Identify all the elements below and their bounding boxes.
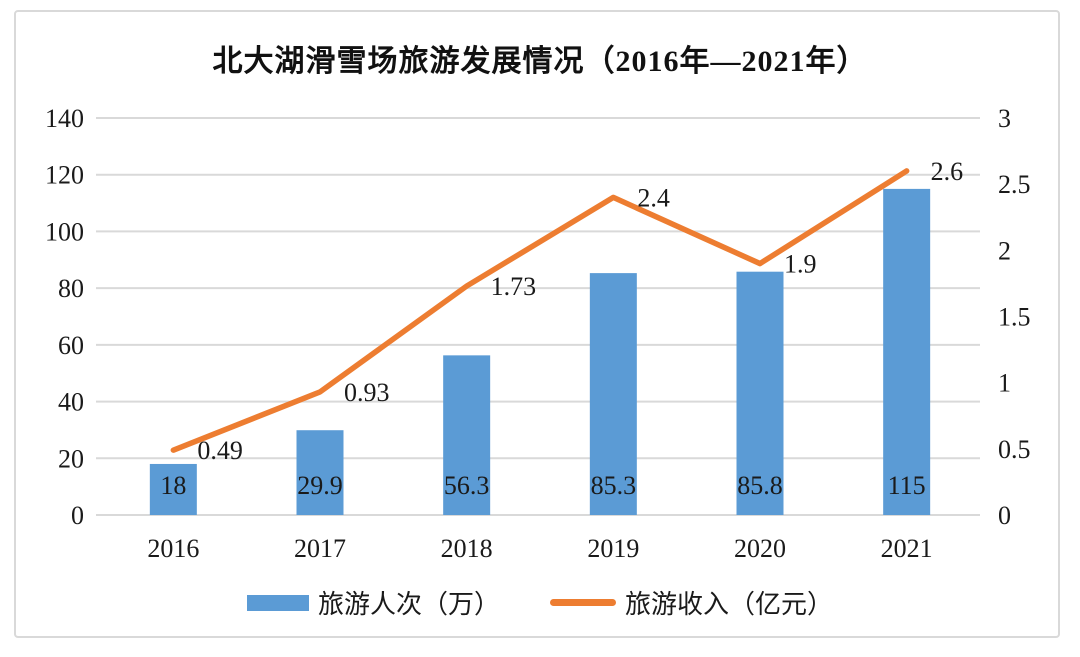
bar-value-label: 85.3 [591,471,637,500]
right-axis-tick: 1 [998,369,1011,398]
right-axis-tick: 2.5 [998,170,1031,199]
revenue-line[interactable] [170,168,910,453]
left-axis-tick: 40 [58,388,84,417]
bar-2017[interactable] [296,430,344,515]
bar-value-label: 29.9 [297,471,343,500]
legend-item-revenue[interactable]: 旅游收入（亿元） [550,584,833,621]
right-axis-tick: 3 [998,104,1011,133]
line-value-label: 0.49 [197,436,243,465]
left-axis-tick: 140 [45,104,84,133]
right-axis-tick: 0.5 [998,435,1031,464]
bar-series-swatch-icon [246,594,309,611]
bar-value-label: 85.8 [737,471,783,500]
x-axis-label: 2018 [441,534,493,563]
line-series-swatch-icon [550,599,616,606]
line-value-label: 2.4 [637,183,670,212]
x-axis-label: 2016 [147,534,199,563]
bar-value-label: 18 [160,471,186,500]
x-axis-label: 2020 [734,534,786,563]
bar-value-label: 56.3 [444,471,490,500]
bar-2016[interactable] [149,463,197,515]
bar-2020[interactable] [736,271,784,515]
bar-2019[interactable] [589,273,637,515]
left-axis-tick: 20 [58,444,84,473]
line-value-label: 2.6 [931,157,964,186]
legend-label-visitors: 旅游人次（万） [317,590,500,619]
bar-value-label: 115 [888,471,926,500]
right-axis-tick: 1.5 [998,303,1031,332]
x-axis-label: 2019 [587,534,639,563]
line-value-label: 1.73 [491,272,536,301]
line-value-label: 1.9 [784,250,817,279]
x-axis-label: 2017 [294,534,346,563]
left-axis-tick: 100 [45,217,84,246]
x-axis-label: 2021 [881,534,933,563]
chart-title: 北大湖滑雪场旅游发展情况（2016年—2021年） [212,45,868,78]
bar-2021[interactable] [883,188,931,515]
left-axis-tick: 0 [71,501,84,530]
right-axis-tick: 0 [998,501,1011,530]
bar-2018[interactable] [443,355,491,515]
legend: 旅游人次（万） 旅游收入（亿元） [0,584,1080,621]
left-axis-tick: 80 [58,274,84,303]
left-axis-tick: 120 [45,161,84,190]
left-axis-tick: 60 [58,331,84,360]
line-value-label: 0.93 [344,378,390,407]
right-axis-tick: 2 [998,236,1011,265]
legend-item-visitors[interactable]: 旅游人次（万） [246,584,500,621]
legend-label-revenue: 旅游收入（亿元） [625,590,834,619]
